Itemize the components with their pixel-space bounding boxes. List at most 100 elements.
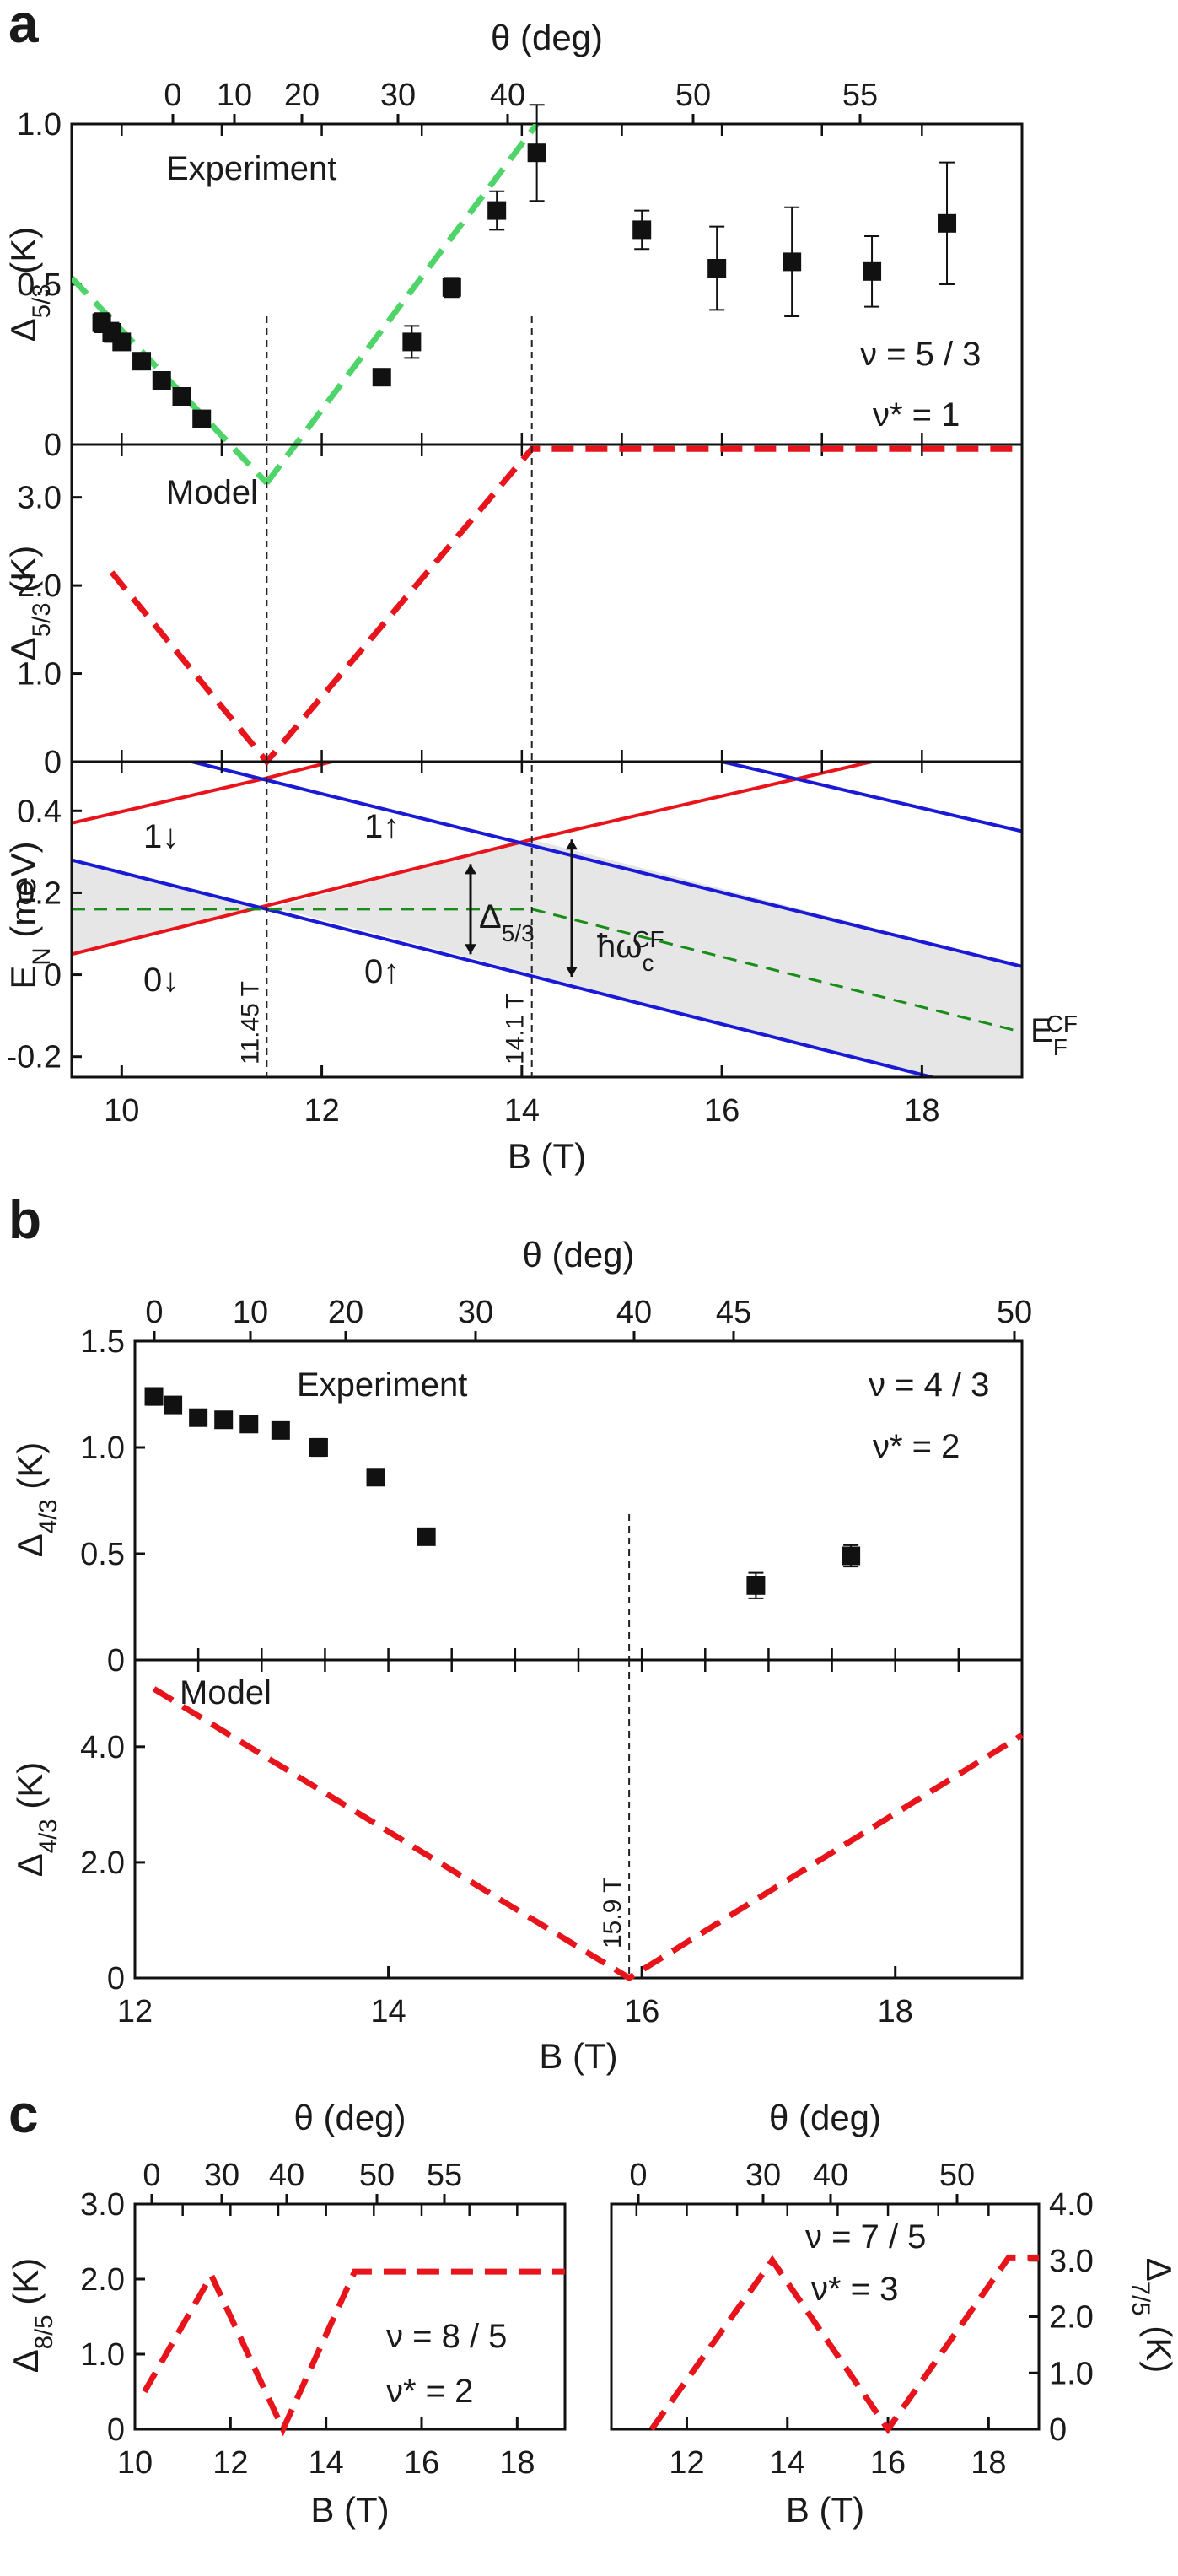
a-fermi-label: EFCF [1030,1010,1078,1059]
a-level-label-0down: 0↓ [143,962,179,999]
a-fermi-label-base: E [1030,1012,1053,1049]
c-left-nustar-label: ν* = 2 [386,2373,473,2410]
c-right-ylabel: Δ7/5 (K) [1127,2258,1178,2374]
b-experiment-point-9 [746,1576,766,1595]
b-model-ytick-label: 0 [107,1961,125,1997]
b-model-ylabel: Δ4/3 (K) [10,1762,62,1878]
a-experiment-ylabel: Δ5/3 (K) [3,227,56,342]
b-experiment-point-6 [309,1438,328,1457]
a-fermi-label-sub: F [1053,1034,1068,1060]
b-experiment-point-4 [239,1415,259,1434]
a-model-ylabel: Δ5/3 (K) [3,546,56,661]
c-right-xlabel: B (T) [786,2490,864,2530]
b-model-series [152,1686,1024,1982]
c-left-ylabel-unit: (K) [6,2258,46,2315]
c-left-ylabel-base: Δ [6,2349,46,2373]
a-fermi-label-sup: CF [1046,1010,1078,1037]
b-experiment-point-7 [366,1468,385,1487]
c-left-top-tick-label: 40 [269,2158,304,2193]
b-model-vline-label: 15.9 T [599,1877,627,1948]
b-model-ylabel-unit: (K) [10,1762,50,1819]
a-levels-xtick-label: 16 [704,1093,740,1129]
a-top-tick-label: 30 [380,78,416,113]
c-left-ytick-label: 2.0 [80,2262,125,2298]
a-levels-plot [72,762,1022,1077]
b-top-tick-label: 45 [716,1295,751,1330]
b-experiment-ylabel: Δ4/3 (K) [10,1442,62,1558]
a-model-ytick-label: 1.0 [17,657,62,693]
c-right-ytick-label: 0 [1049,2412,1067,2448]
c-left-xtick-label: 12 [212,2445,248,2481]
b-model-xtick-label: 16 [624,1994,659,2029]
a-experiment-point-11 [527,143,546,163]
b-experiment-ytick-label: 1.0 [80,1431,125,1466]
a-gap-label: Δ5/3 [479,898,535,946]
c-right-ylabel-unit: (K) [1139,2316,1178,2374]
a-level-line-4 [191,762,1022,968]
a-gap-label-base: Δ [479,898,502,935]
b-experiment-ylabel-base: Δ [10,1533,50,1557]
b-experiment-ylabel-sub: 4/3 [35,1499,62,1533]
c-left-xtick-label: 18 [499,2445,535,2481]
a-cyclotron-arrowhead [566,839,578,850]
a-top-tick-label: 40 [490,78,525,113]
a-experiment-fit-line-1 [264,124,540,485]
a-level-line-2 [72,776,267,825]
b-experiment-ytick-label: 1.5 [80,1324,125,1360]
a-model-ytick-label: 2.0 [17,569,62,604]
c-left-top-tick-label: 50 [359,2158,395,2193]
c-left-xlabel: B (T) [310,2490,389,2530]
a-gap-label-sub: 5/3 [502,920,535,946]
c-right-ylabel-base: Δ [1139,2258,1178,2282]
a-experiment-ylabel-base: Δ [3,318,43,342]
b-experiment-point-0 [144,1387,164,1406]
b-model-xtick-label: 12 [117,1994,153,2029]
c-right-series [648,2254,1039,2435]
panel-letter-a: a [8,0,39,54]
a-experiment-point-5 [172,387,191,406]
c-left-top-tick-label: 0 [143,2158,160,2193]
a-cyclotron-label-sup: CF [632,926,664,952]
a-experiment-point-15 [863,261,882,281]
b-experiment-ytick-label: 0.5 [80,1537,125,1572]
a-level-line-6 [721,762,1022,833]
b-model-ytick-label: 4.0 [80,1730,125,1765]
b-top-tick-label: 40 [616,1295,652,1330]
a-top-tick-label: 10 [217,78,252,113]
b-model-xlabel: B (T) [539,2036,617,2076]
b-nu-label: ν = 4 / 3 [869,1366,989,1404]
a-top-tick-label: 50 [675,78,711,113]
a-model-series [109,445,1022,767]
a-experiment-point-6 [192,409,212,428]
a-top-tick-label: 55 [842,78,878,113]
c-left-ytick-label: 3.0 [80,2187,125,2223]
b-experiment-point-5 [271,1420,290,1440]
a-levels-ylabel: EN (meV) [3,841,56,989]
a-experiment-ytick-label: 1.0 [17,107,62,143]
b-top-tick-label: 0 [145,1295,163,1330]
c-right-ytick-label: 1.0 [1049,2356,1094,2391]
a-level-label-1up: 1↑ [364,808,400,845]
b-experiment-text: Experiment [297,1366,467,1404]
a-levels-xtick-label: 10 [104,1093,139,1129]
c-right-ytick-label: 3.0 [1049,2244,1094,2279]
a-vline-label-1: 14.1 T [502,993,530,1064]
c-left-ytick-label: 1.0 [80,2337,125,2373]
a-cyclotron-arrowhead [566,967,578,977]
a-experiment-point-7 [372,368,391,387]
a-level-label-1down: 1↓ [143,818,179,855]
a-top-tick-label: 20 [284,78,320,113]
b-experiment-point-2 [189,1408,208,1427]
a-experiment-point-14 [783,252,802,272]
b-model-xtick-label: 14 [370,1994,406,2029]
c-left-xtick-label: 14 [309,2445,344,2481]
a-experiment-point-3 [132,352,152,371]
c-left-frame [133,2202,567,2431]
a-level-line-5 [72,858,933,1077]
a-model-ytick-label: 0 [44,745,62,780]
a-experiment-point-2 [112,332,132,352]
a-fermi-line [72,908,1022,1034]
a-model-ytick-label: 3.0 [17,481,62,516]
b-experiment-point-8 [417,1527,436,1546]
